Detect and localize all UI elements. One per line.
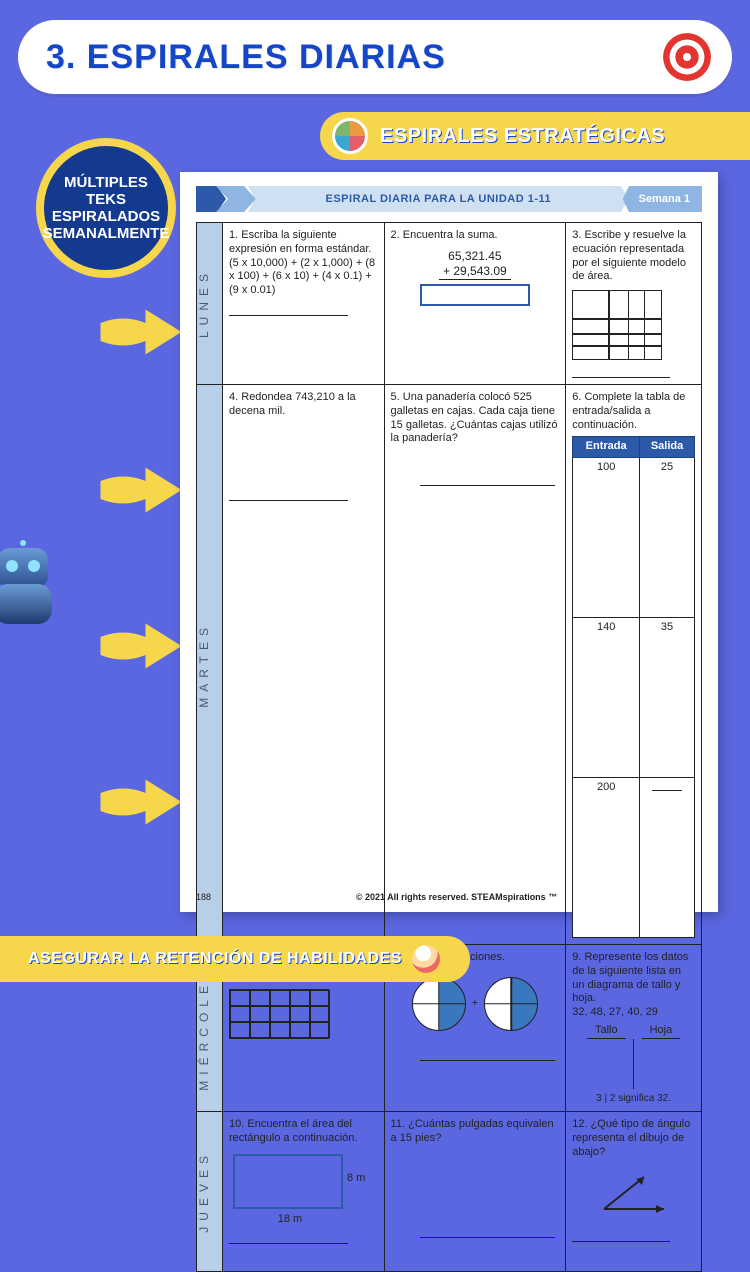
arrow-icon [96,460,186,520]
target-icon [660,30,714,84]
bottom-pill: ASEGURAR LA RETENCIÓN DE HABILIDADES [0,936,470,982]
day-label: JUEVES [197,1112,223,1272]
answer-line [420,1049,555,1061]
cell-q10: 10. Encuentra el área del rectángulo a c… [223,1112,385,1272]
area-model [572,290,662,360]
answer-line [420,474,555,486]
arrow-icon [96,772,186,832]
arrow-icon [96,302,186,362]
ribbon-title: ESPIRAL DIARIA PARA LA UNIDAD 1-11 [248,186,629,212]
fraction-grid [229,989,329,1039]
table-row: LUNES 1. Escriba la siguiente expresión … [197,223,702,385]
stem-leaf: TalloHoja 3 | 2 significa 32. [572,1024,695,1105]
cell-q9: 9. Represente los datos de la siguiente … [566,945,702,1112]
worksheet-page: ESPIRAL DIARIA PARA LA UNIDAD 1-11 Seman… [180,172,718,912]
page-number: 188 [196,892,211,902]
cell-q12: 12. ¿Qué tipo de ángulo representa el di… [566,1112,702,1272]
table-row: MARTES 4. Redondea 743,210 a la decena m… [197,385,702,945]
answer-line [572,366,670,378]
robot-icon [0,540,58,630]
arrow-icon [96,616,186,676]
bottom-pill-label: ASEGURAR LA RETENCIÓN DE HABILIDADES [28,950,402,968]
worksheet-ribbon: ESPIRAL DIARIA PARA LA UNIDAD 1-11 Seman… [196,186,702,212]
answer-line [229,1232,348,1244]
rectangle-figure: 8 m 18 m [229,1146,378,1227]
pie-icon [484,977,538,1031]
cell-q5: 5. Una panadería colocó 525 galletas en … [384,385,566,945]
sub-pill: ESPIRALES ESTRATÉGICAS [320,112,750,160]
cell-q2: 2. Encuentra la suma. 65,321.45 + 29,543… [384,223,566,385]
header-pill: 3. ESPIRALES DIARIAS [18,20,732,94]
worksheet-footer: 188 © 2021 All rights reserved. STEAMspi… [196,892,702,902]
answer-line [229,489,348,501]
pie-icon [412,977,466,1031]
medallion-badge: MÚLTIPLES TEKS ESPIRALADOS SEMANALMENTE [36,138,176,278]
copyright: © 2021 All rights reserved. STEAMspirati… [356,892,557,902]
addition-box: 65,321.45 + 29,543.09 [391,249,560,310]
cell-q1: 1. Escriba la siguiente expresión en for… [223,223,385,385]
cell-q4: 4. Redondea 743,210 a la decena mil. [223,385,385,945]
day-label: LUNES [197,223,223,385]
cell-q3: 3. Escribe y resuelve la ecuación repres… [566,223,702,385]
table-row: JUEVES 10. Encuentra el área del rectáng… [197,1112,702,1272]
lightbulb-icon [412,945,440,973]
ribbon-week: Semana 1 [623,186,702,212]
angle-figure [572,1169,695,1224]
cell-q11: 11. ¿Cuántas pulgadas equivalen a 15 pie… [384,1112,566,1272]
fraction-pies: + [391,977,560,1031]
cell-q6: 6. Complete la tabla de entrada/salida a… [566,385,702,945]
worksheet-grid: LUNES 1. Escriba la siguiente expresión … [196,222,702,1272]
quadrant-icon [332,118,368,154]
page-title: 3. ESPIRALES DIARIAS [46,38,660,77]
day-label: MARTES [197,385,223,945]
answer-line [572,1230,670,1242]
answer-box [420,284,530,306]
answer-line [420,1226,555,1238]
answer-line [229,304,348,316]
io-table: EntradaSalida 10025 14035 200 [572,436,695,938]
sub-pill-label: ESPIRALES ESTRATÉGICAS [380,125,665,148]
medallion-text: MÚLTIPLES TEKS ESPIRALADOS SEMANALMENTE [43,174,170,243]
